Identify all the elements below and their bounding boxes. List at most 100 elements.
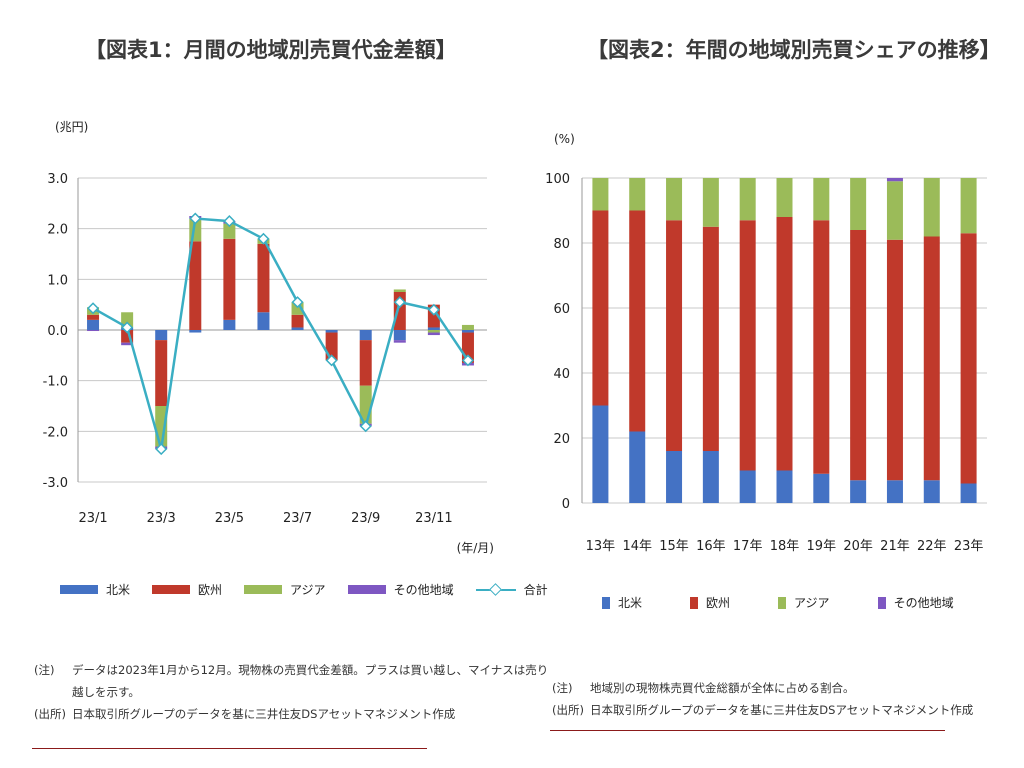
chart1-y-tick: 3.0: [47, 172, 68, 187]
chart1-x-unit: (年/月): [457, 541, 494, 555]
chart2-legend-item: 北米: [602, 594, 642, 611]
chart1-note-text: 日本取引所グループのデータを基に三井住友DSアセットマネジメント作成: [72, 707, 456, 721]
chart2-note-tag: (出所): [552, 703, 584, 717]
chart2-bar-20年-欧州: [850, 230, 867, 481]
chart1-legend-label: 合計: [523, 583, 548, 597]
chart2-bar-21年-アジア: [886, 181, 903, 240]
chart1-x-tick: 23/7: [283, 511, 312, 526]
chart1-bar-23/1-北米: [87, 319, 100, 330]
chart2-legend: 北米 欧州 アジア その他地域: [602, 594, 1002, 611]
chart2-bar-21年-その他地域: [886, 178, 903, 182]
chart2-bar-17年-アジア: [739, 178, 756, 221]
chart2-legend-label: アジア: [794, 596, 830, 610]
chart2-note-tag: (注): [552, 681, 573, 695]
chart1-x-tick: 23/9: [351, 511, 380, 526]
chart1-x-tick: 23/3: [147, 511, 176, 526]
chart1-bar-23/12-北米: [461, 330, 474, 333]
chart2-x-tick: 22年: [917, 539, 947, 554]
chart1-legend-item: 合計: [475, 581, 548, 598]
chart1-bar-23/5-欧州: [223, 238, 236, 320]
chart2-note-row: (注) 地域別の現物株売買代金総額が全体に占める割合。: [552, 680, 855, 696]
chart1-total-point-23/1: [87, 302, 100, 315]
chart1-legend-swatch: [475, 584, 516, 596]
chart2-x-tick: 14年: [622, 539, 652, 554]
chart2-legend-label: 欧州: [706, 596, 731, 610]
chart2-y-tick: 0: [562, 497, 570, 512]
chart1-total-point-23/4: [189, 212, 202, 225]
chart2-svg: (%) 100 80 60 40 20 0 13年 14年 15年 16年 17年 18年 19年 20年 2…: [545, 132, 987, 554]
chart1-legend-swatch: [244, 585, 283, 594]
chart1-total-point-23/2: [121, 321, 134, 334]
chart2-legend-swatch: [690, 596, 699, 609]
chart2-legend-label: その他地域: [893, 596, 954, 610]
chart2-y-tick: 40: [553, 367, 570, 382]
chart1-bar-23/8-北米: [325, 330, 338, 333]
chart1-legend: 北米 欧州 アジア その他地域 合計: [60, 581, 570, 598]
chart2-x-tick: 20年: [843, 539, 873, 554]
chart1-total-point-23/10: [393, 296, 406, 309]
chart1-total-point-23/7: [291, 296, 304, 309]
chart2-bar-16年-欧州: [702, 226, 719, 451]
chart2-x-tick: 18年: [770, 539, 800, 554]
chart2-bar-13年-欧州: [592, 210, 609, 406]
chart2-y-tick: 100: [545, 172, 570, 187]
chart2-bar-18年-北米: [776, 470, 793, 503]
chart1-bar-23/1-その他地域: [87, 330, 100, 332]
chart2-legend-item: アジア: [778, 594, 830, 611]
chart2-title: 【図表2：年間の地域別売買シェアの推移】: [587, 38, 1001, 62]
chart1-bar-23/2-アジア: [121, 312, 134, 328]
chart2-x-tick: 16年: [696, 539, 726, 554]
chart1-legend-swatch: [60, 585, 98, 594]
chart1-total-point-23/11: [427, 303, 440, 316]
chart1-bar-23/11-その他地域: [427, 332, 440, 336]
chart2-bar-14年-欧州: [629, 210, 646, 432]
chart1-total-point-23/5: [223, 215, 236, 228]
chart1-total-point-23/9: [359, 420, 372, 433]
chart1-bar-23/9-北米: [359, 330, 372, 341]
chart2-bar-17年-欧州: [739, 220, 756, 471]
chart1-bar-23/1-欧州: [87, 314, 100, 320]
chart2-x-tick: 21年: [880, 539, 910, 554]
chart1-total-point-23/6: [257, 232, 270, 245]
chart1-bar-23/4-欧州: [189, 241, 202, 330]
chart1-bar-23/5-アジア: [223, 223, 236, 239]
chart1-legend-item: 欧州: [152, 581, 222, 598]
chart1-note-tag: (出所): [34, 707, 66, 721]
chart1-bar-23/11-北米: [427, 327, 440, 330]
chart1-title: 【図表1：月間の地域別売買代金差額】: [85, 38, 457, 62]
chart2-y-tick: 80: [553, 237, 570, 252]
chart2-bar-13年-北米: [592, 405, 609, 503]
chart1-note-rule: [32, 748, 427, 749]
chart2-bar-19年-欧州: [813, 220, 830, 474]
chart1-legend-item: アジア: [244, 581, 326, 598]
chart2-bar-18年-アジア: [776, 178, 793, 217]
chart2-bar-20年-北米: [850, 480, 867, 503]
chart2-bar-16年-北米: [702, 451, 719, 503]
chart2-note-text: 地域別の現物株売買代金総額が全体に占める割合。: [590, 681, 855, 695]
chart2-bar-15年-欧州: [666, 220, 683, 451]
chart1-note-text: 越しを示す。: [72, 685, 140, 699]
chart-panel-monthly: 【図表1：月間の地域別売買代金差額】 (兆円) 3.0 2.0 1.0 0.0 -1.0 -…: [0, 0, 512, 768]
chart2-x-tick: 15年: [659, 539, 689, 554]
chart2-bar-22年-欧州: [923, 236, 940, 481]
chart1-legend-swatch: [347, 585, 386, 594]
chart1-bar-23/3-欧州: [155, 340, 168, 406]
chart2-bar-23年-北米: [960, 483, 977, 503]
chart2-bar-21年-北米: [886, 480, 903, 503]
chart1-total-point-23/3: [155, 443, 168, 456]
chart1-x-tick: 23/1: [78, 511, 107, 526]
chart2-bar-22年-北米: [923, 480, 940, 503]
chart1-total-point-23/8: [325, 354, 338, 367]
chart2-bar-20年-アジア: [850, 178, 867, 230]
chart1-note-tag: (注): [34, 663, 55, 677]
chart1-y-tick: -1.0: [43, 375, 68, 390]
chart1-x-tick: 23/11: [415, 511, 452, 526]
chart1-legend-item: その他地域: [347, 581, 454, 598]
chart1-bar-23/6-欧州: [257, 243, 270, 313]
chart1-total-point-23/12: [461, 354, 474, 367]
chart1-bar-23/3-北米: [155, 330, 168, 341]
chart1-bar-23/10-アジア: [393, 289, 406, 292]
chart2-bar-23年-アジア: [960, 178, 977, 234]
chart2-x-tick: 19年: [807, 539, 837, 554]
chart2-note-rule: [550, 730, 945, 731]
